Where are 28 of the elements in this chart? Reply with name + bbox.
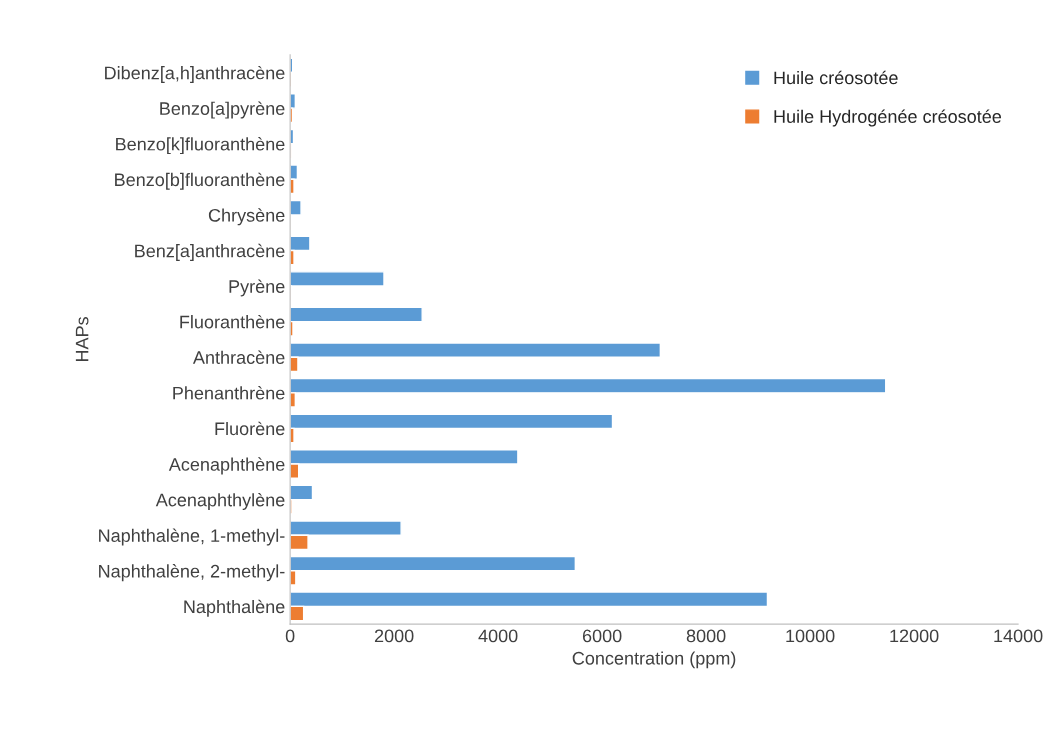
y-tick-label: Dibenz[a,h]anthracène xyxy=(105,65,285,83)
x-tick-label: 6000 xyxy=(582,629,622,643)
legend-label: Huile créosotée xyxy=(774,70,898,85)
y-tick-label: Benzo[k]fluoranthène xyxy=(116,137,285,155)
x-tick-label: 10000 xyxy=(786,629,835,643)
y-tick-label: Naphthalène, 2-methyl- xyxy=(99,564,285,582)
legend-label: Huile Hydrogénée créosotée xyxy=(774,109,1002,127)
x-tick-label: 8000 xyxy=(686,629,726,643)
x-tick-label: 2000 xyxy=(374,629,414,643)
y-tick-label: Acenaphthène xyxy=(168,457,285,475)
x-tick-label: 12000 xyxy=(890,629,939,643)
y-axis-title: HAPs xyxy=(75,317,89,362)
y-tick-label: Anthracène xyxy=(192,350,285,364)
y-tick-label: Naphthalène, 1-methyl- xyxy=(99,528,285,546)
y-tick-label: Benzo[b]fluoranthène xyxy=(115,172,285,190)
x-tick-label: 14000 xyxy=(994,629,1043,643)
y-tick-label: Acenaphthylène xyxy=(155,492,285,510)
y-tick-label: Benzo[a]pyrène xyxy=(160,101,285,119)
x-axis-title: Concentration (ppm) xyxy=(572,651,736,669)
y-tick-label: Chrysène xyxy=(208,208,285,226)
x-tick-label: 4000 xyxy=(478,629,518,643)
y-tick-label: Phenanthrène xyxy=(173,386,285,400)
y-tick-label: Fluorène xyxy=(215,421,285,436)
x-tick-label: 0 xyxy=(285,629,295,643)
y-tick-label: Pyrène xyxy=(229,279,285,297)
y-tick-label: Fluoranthène xyxy=(180,314,285,329)
y-tick-label: Benz[a]anthracène xyxy=(135,243,285,261)
y-tick-label: Naphthalène xyxy=(184,599,285,617)
